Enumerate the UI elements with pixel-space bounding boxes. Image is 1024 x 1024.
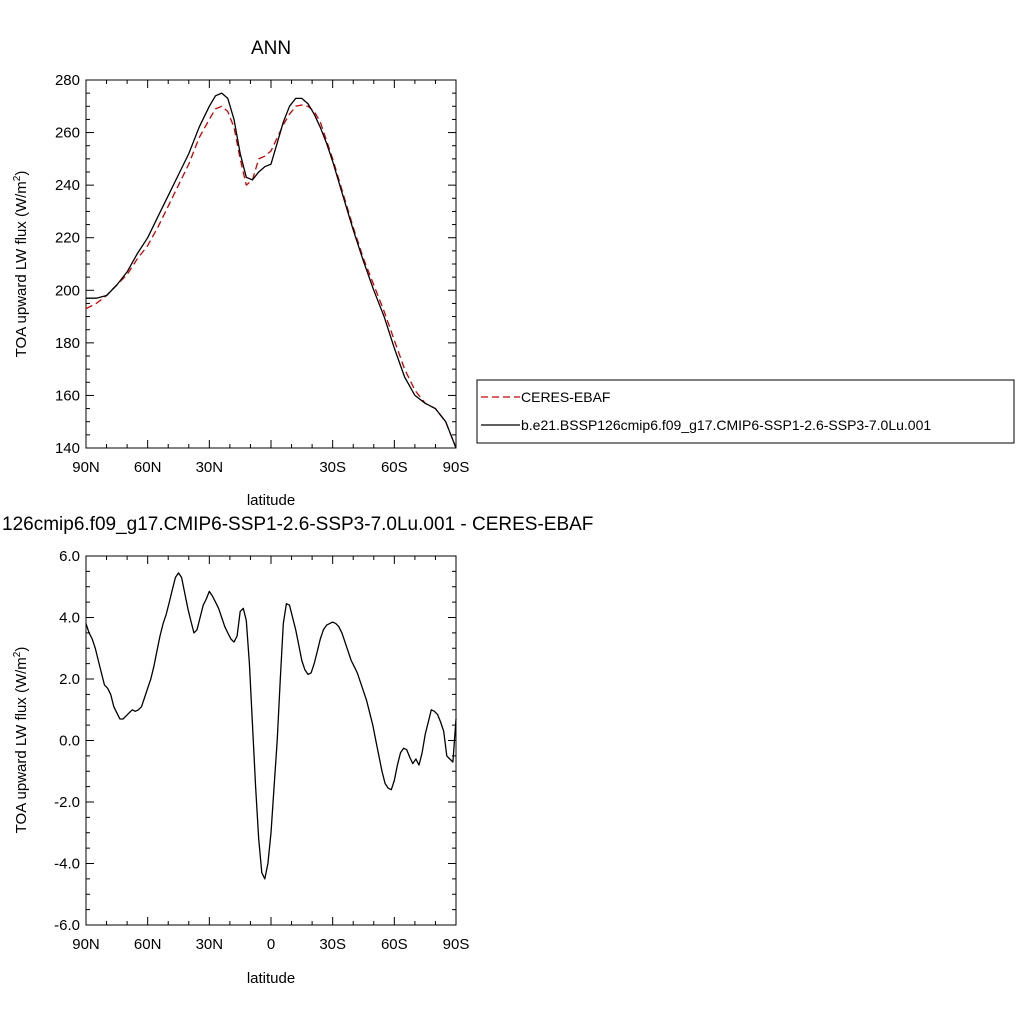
panel-2-series xyxy=(85,572,457,880)
x-tick-label: 60N xyxy=(134,459,162,476)
panel-2-plot-frame xyxy=(85,555,457,926)
panel-1-plot-frame xyxy=(85,79,457,449)
y-tick-label: 4.0 xyxy=(59,610,80,627)
y-tick-label: -6.0 xyxy=(54,917,80,934)
panel-2-title: 126cmip6.f09_g17.CMIP6-SSP1-2.6-SSP3-7.0… xyxy=(2,514,593,535)
panel-1-y-axis-label-tail: ) xyxy=(13,171,30,176)
series-line-0-0 xyxy=(85,104,457,449)
y-tick-label: -4.0 xyxy=(54,856,80,873)
panel-1-title: ANN xyxy=(251,38,291,59)
series-line-0-1 xyxy=(86,92,457,449)
x-tick-label: 90N xyxy=(72,936,100,953)
panel-1-x-axis-label: latitude xyxy=(247,492,295,509)
y-tick-label: 240 xyxy=(55,177,80,194)
series-line-1-0 xyxy=(85,572,457,880)
y-tick-label: 180 xyxy=(55,335,80,352)
panel-1-line-chart: ANN 90N 60N 30N 30S 60S 90S 140 160 180 200 220 240… xyxy=(12,38,1015,509)
panel-2-y-axis-label: TOA upward LW flux (W/m2) xyxy=(12,647,30,834)
y-tick-label: 160 xyxy=(55,387,80,404)
panel-2-y-axis-label-tail: ) xyxy=(13,647,30,652)
panel-2-y-axis-label-sup: 2 xyxy=(12,651,23,657)
panel-2-difference-chart: 126cmip6.f09_g17.CMIP6-SSP1-2.6-SSP3-7.0… xyxy=(2,514,593,987)
y-tick-label: -2.0 xyxy=(54,794,80,811)
y-tick-label: 140 xyxy=(55,440,80,457)
legend-label-ceres-ebaf: CERES-EBAF xyxy=(521,389,610,405)
panel-1-y-axis-label: TOA upward LW flux (W/m2) xyxy=(12,171,30,358)
legend: CERES-EBAF b.e21.BSSP126cmip6.f09_g17.CM… xyxy=(476,379,1015,444)
x-tick-label: 90S xyxy=(443,459,470,476)
y-tick-label: 6.0 xyxy=(59,548,80,565)
x-tick-label: 60N xyxy=(134,936,162,953)
x-tick-label: 60S xyxy=(381,936,408,953)
panel-1-ticks: 90N 60N 30N 30S 60S 90S 140 160 180 200 220 240 260 2… xyxy=(55,72,469,476)
x-tick-label: 30N xyxy=(196,936,224,953)
y-tick-label: 220 xyxy=(55,230,80,247)
x-tick-label: 90S xyxy=(443,936,470,953)
panel-2-x-axis-label: latitude xyxy=(247,970,295,987)
x-tick-label: 30S xyxy=(319,936,346,953)
legend-box xyxy=(476,379,1015,444)
y-tick-label: 280 xyxy=(55,72,80,89)
panel-1-series xyxy=(85,92,457,449)
legend-label-model: b.e21.BSSP126cmip6.f09_g17.CMIP6-SSP1-2.… xyxy=(521,417,931,433)
x-tick-label: 90N xyxy=(72,459,100,476)
panel-2-ticks: 90N 60N 30N 0 30S 60S 90S -6.0 -4.0 -2.0 0.0 2.0 4.0… xyxy=(54,548,469,953)
panel-2-y-axis-label-main: TOA upward LW flux (W/m xyxy=(13,657,30,833)
x-tick-label: 60S xyxy=(381,459,408,476)
x-tick-label: 30S xyxy=(319,459,346,476)
y-tick-label: 0.0 xyxy=(59,733,80,750)
panel-1-y-axis-label-sup: 2 xyxy=(12,175,23,181)
panel-1-y-axis-label-main: TOA upward LW flux (W/m xyxy=(13,181,30,357)
y-tick-label: 260 xyxy=(55,125,80,142)
y-tick-label: 2.0 xyxy=(59,671,80,688)
x-tick-label: 30N xyxy=(196,459,224,476)
x-tick-label: 0 xyxy=(267,936,275,953)
y-tick-label: 200 xyxy=(55,282,80,299)
